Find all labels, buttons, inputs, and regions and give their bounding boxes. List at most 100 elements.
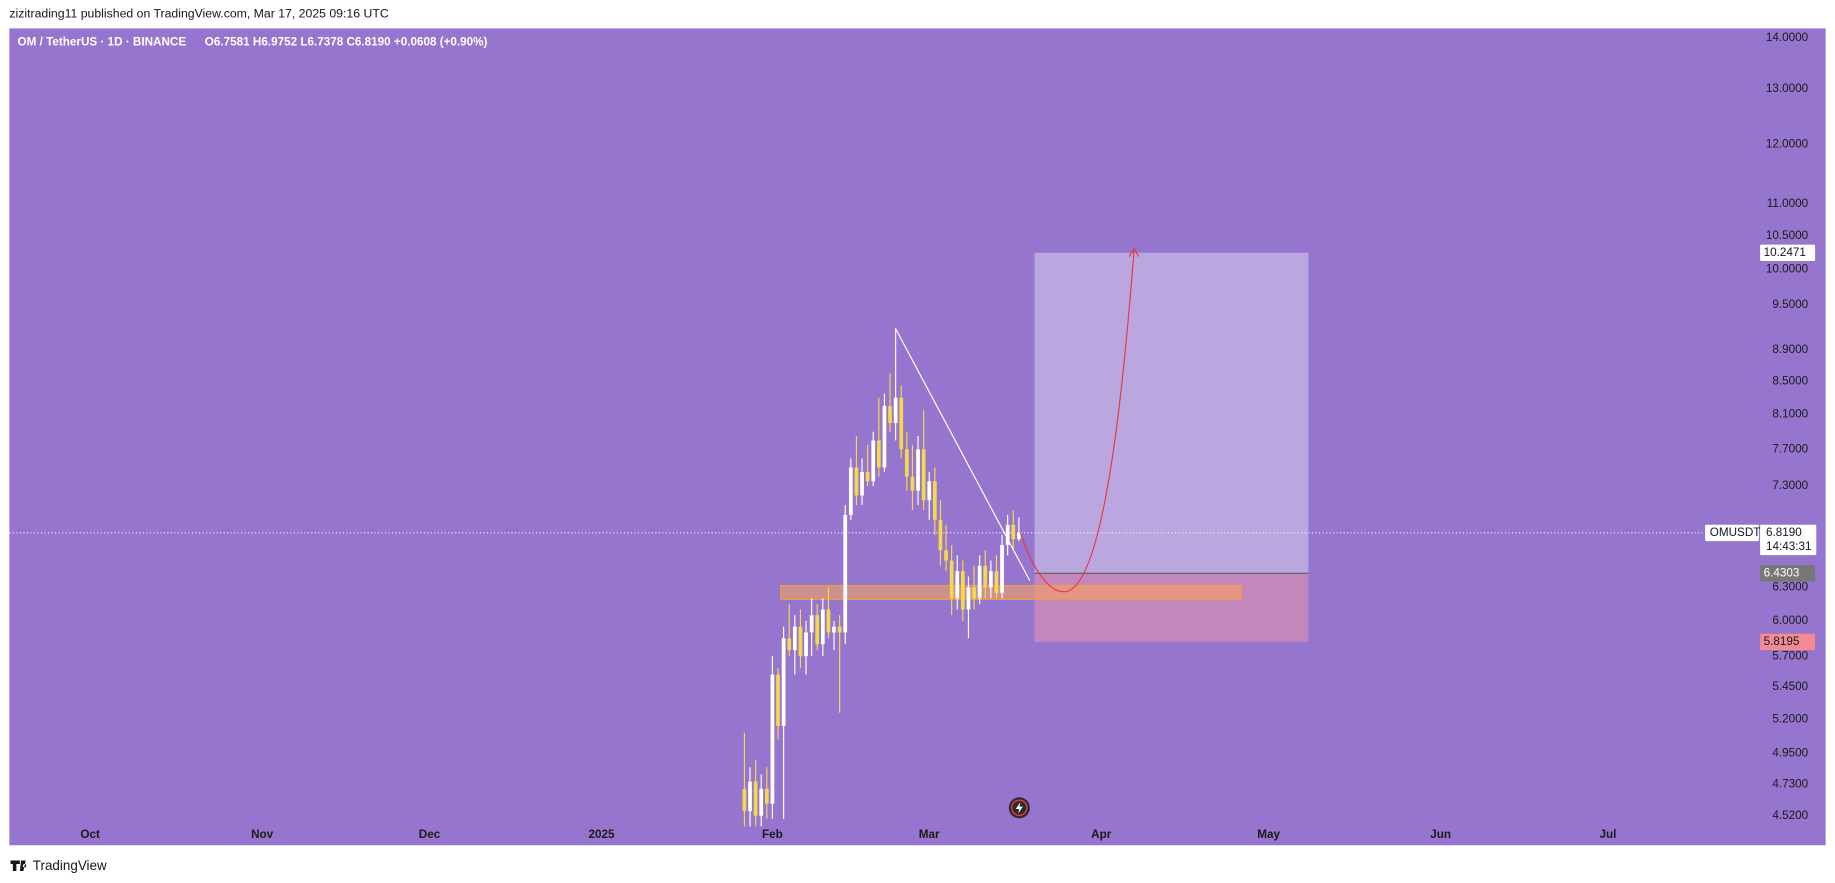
ohlc-legend: O6.7581 H6.9752 L6.7378 C6.8190 +0.0608 …	[205, 36, 488, 49]
overlay	[894, 247, 1140, 819]
symbol-tag-box	[1705, 524, 1759, 542]
candle-body	[977, 565, 982, 599]
y-tick-label: 13.0000	[1766, 82, 1809, 95]
x-tick-label: Nov	[251, 828, 274, 841]
support-zone	[780, 584, 1243, 600]
candle-body	[854, 467, 859, 496]
candle-body	[820, 609, 825, 645]
stop-label-box	[1760, 633, 1816, 651]
target-zone	[1034, 252, 1309, 574]
y-tick-label: 9.5000	[1772, 298, 1808, 311]
candle-body	[837, 626, 842, 633]
stop-zone	[1034, 573, 1309, 642]
candle-body	[860, 472, 864, 496]
event-icon-bolt	[1015, 801, 1023, 814]
x-tick-label: Mar	[919, 828, 940, 841]
drawings	[9, 252, 1709, 642]
candle-body	[787, 638, 792, 651]
candle-body	[876, 440, 881, 468]
candle-body	[748, 781, 752, 812]
candle-body	[949, 560, 954, 599]
candle-body	[832, 626, 836, 633]
symbol: OM / TetherUS · 1D · BINANCE	[18, 36, 187, 49]
x-tick-label: Feb	[762, 828, 783, 841]
projection-arrow	[1128, 247, 1140, 257]
candle-body	[1005, 524, 1010, 546]
candle-body	[916, 449, 920, 491]
candle-body	[792, 626, 797, 651]
brand-logo	[10, 860, 27, 871]
y-tick-label: 4.9500	[1772, 746, 1808, 759]
candle-body	[893, 397, 898, 424]
y-tick-label: 8.1000	[1772, 408, 1808, 421]
projection-curve	[1019, 250, 1135, 593]
x-tick-label: May	[1257, 828, 1280, 841]
x-tick-label: Dec	[419, 828, 441, 841]
y-tick-label: 10.5000	[1766, 229, 1809, 242]
candle-body	[798, 626, 803, 657]
target-label-box	[1760, 244, 1816, 261]
y-tick-label: 11.0000	[1767, 197, 1809, 210]
countdown: 14:43:31	[1766, 540, 1811, 553]
price-axis: 14.0000 13.0000 12.0000 11.0000 10.5000 10.00…	[80, 31, 1817, 841]
candle-body	[753, 781, 758, 816]
candle-body	[983, 565, 988, 588]
y-tick-label: 8.9000	[1772, 343, 1808, 356]
y-tick-label: 5.4500	[1772, 680, 1808, 693]
event-icon-ring	[1011, 799, 1028, 817]
candle-body	[988, 571, 993, 588]
candle-body	[764, 788, 769, 804]
candle-body	[966, 587, 971, 610]
target-label: 10.2471	[1764, 246, 1806, 259]
y-tick-label: 5.2000	[1772, 712, 1808, 725]
candle-body	[938, 519, 943, 551]
candle-body	[921, 449, 926, 501]
candle-body	[960, 571, 965, 610]
entry-label: 6.4303	[1764, 566, 1800, 579]
stop-label: 5.8195	[1764, 635, 1800, 648]
brand: TradingView	[33, 858, 107, 873]
candles	[742, 329, 1021, 827]
y-tick-label: 7.7000	[1772, 442, 1808, 455]
candle-body	[1000, 545, 1004, 593]
x-tick-label: Apr	[1091, 828, 1112, 841]
last-price-box	[1760, 524, 1817, 556]
entry-label-box	[1760, 565, 1816, 582]
candle-body	[759, 788, 764, 816]
candle-body	[994, 571, 999, 593]
candle-body	[865, 472, 870, 482]
y-tick-label: 6.0000	[1772, 614, 1808, 627]
y-tick-label: 14.0000	[1766, 31, 1809, 44]
candle-body	[871, 440, 876, 482]
y-tick-label: 4.5200	[1772, 809, 1808, 822]
candle-body	[944, 550, 948, 561]
x-tick-label: Jul	[1600, 828, 1617, 841]
x-tick-label: Jun	[1430, 828, 1451, 841]
candle-body	[781, 638, 786, 726]
candle-body	[972, 587, 976, 599]
y-tick-label: 6.3000	[1772, 580, 1808, 593]
y-tick-label: 7.3000	[1772, 479, 1808, 492]
last-price-label: 6.8190	[1766, 526, 1802, 539]
y-tick-label: 12.0000	[1766, 137, 1809, 150]
candle-body	[932, 481, 937, 520]
x-tick-label: Oct	[80, 828, 100, 841]
symbol-tag: OMUSDT	[1710, 526, 1761, 539]
candle-body	[910, 476, 915, 491]
candle-body	[826, 609, 831, 633]
candle-body	[1016, 532, 1021, 540]
candle-body	[742, 788, 747, 812]
y-tick-label: 4.7300	[1772, 778, 1808, 791]
publisher-line: zizitrading11 published on TradingView.c…	[9, 7, 388, 21]
trend-line	[894, 327, 1031, 582]
candle-body	[888, 406, 892, 424]
candle-body	[882, 406, 887, 468]
candle-body	[955, 571, 960, 599]
y-tick-label: 5.7000	[1772, 649, 1808, 662]
candle-body	[927, 481, 932, 501]
y-tick-label: 8.5000	[1772, 374, 1808, 387]
candle-body	[770, 674, 775, 804]
candle-body	[804, 632, 808, 657]
